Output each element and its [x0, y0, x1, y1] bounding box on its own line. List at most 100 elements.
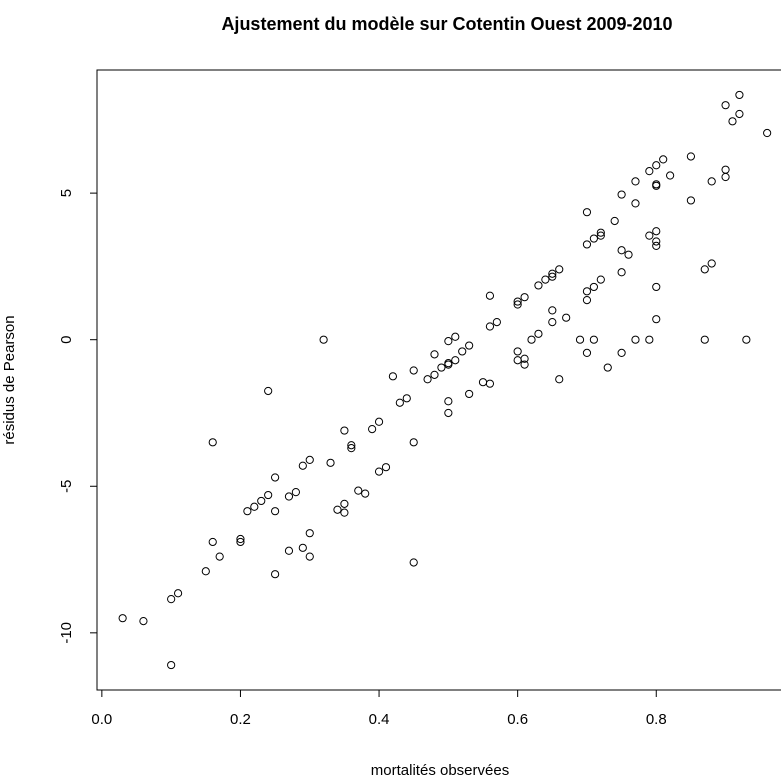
point	[652, 227, 661, 236]
point	[423, 375, 432, 384]
point	[652, 282, 661, 292]
point	[513, 356, 522, 365]
point	[250, 502, 259, 511]
point	[368, 425, 377, 434]
point	[589, 335, 598, 344]
y-tick-label: -10	[58, 622, 75, 644]
point	[347, 441, 356, 450]
point	[645, 167, 654, 176]
point	[582, 296, 592, 305]
point	[284, 546, 294, 555]
point	[617, 268, 626, 277]
point	[485, 379, 495, 388]
point	[271, 507, 280, 516]
point	[305, 552, 314, 561]
point	[409, 558, 418, 567]
point	[354, 486, 363, 495]
point	[340, 499, 349, 508]
plot-box	[96, 69, 781, 691]
point	[548, 306, 557, 315]
point	[735, 109, 744, 119]
point	[139, 617, 148, 626]
point	[215, 552, 224, 561]
point	[652, 315, 661, 324]
point	[700, 335, 709, 344]
point	[617, 348, 626, 357]
point	[326, 458, 335, 467]
point	[548, 272, 557, 281]
point	[347, 444, 356, 453]
point	[485, 322, 495, 331]
point	[444, 360, 453, 369]
point	[562, 313, 571, 322]
point	[548, 318, 557, 327]
point	[624, 250, 633, 259]
point	[243, 507, 252, 516]
point	[451, 356, 460, 365]
point	[305, 529, 314, 538]
point	[596, 275, 605, 284]
y-tick-label: 5	[58, 189, 75, 197]
point	[298, 543, 307, 552]
point	[264, 386, 273, 396]
point	[645, 231, 654, 240]
point	[430, 350, 439, 359]
y-tick-label: 0	[58, 336, 75, 344]
point	[284, 492, 294, 501]
point	[444, 408, 453, 418]
point	[735, 90, 744, 100]
point	[534, 281, 543, 290]
point	[430, 370, 439, 379]
point	[305, 455, 314, 464]
point	[582, 287, 592, 296]
point	[374, 467, 384, 476]
point	[631, 177, 640, 186]
point	[340, 426, 349, 435]
point	[555, 375, 564, 384]
point	[721, 101, 730, 110]
point	[271, 473, 280, 482]
point	[451, 332, 460, 341]
point	[271, 570, 280, 579]
y-axis-label: résidus de Pearson	[1, 315, 18, 444]
point	[118, 614, 127, 623]
point	[548, 269, 557, 278]
point	[361, 489, 370, 498]
point	[728, 117, 737, 126]
point	[298, 461, 307, 470]
point	[465, 341, 474, 350]
point	[617, 190, 626, 199]
point	[589, 282, 598, 292]
chart-title: Ajustement du modèle sur Cotentin Ouest …	[221, 14, 672, 34]
point	[652, 161, 661, 170]
point	[700, 265, 709, 274]
point	[409, 366, 418, 375]
point	[527, 335, 536, 344]
point	[707, 259, 716, 268]
point	[458, 347, 467, 356]
point	[264, 490, 273, 500]
point	[201, 567, 210, 576]
point	[596, 228, 605, 237]
x-tick-label: 0.2	[230, 711, 251, 728]
point	[686, 196, 696, 205]
point	[381, 463, 391, 472]
point	[513, 300, 522, 309]
point	[437, 363, 446, 372]
point	[236, 534, 245, 544]
point	[666, 171, 675, 180]
point	[478, 378, 488, 387]
point	[652, 241, 661, 250]
point	[631, 335, 640, 344]
point	[340, 508, 349, 517]
point	[596, 231, 605, 240]
point	[388, 372, 398, 381]
point	[513, 347, 522, 356]
x-tick-label: 0.8	[646, 711, 667, 728]
point	[721, 165, 730, 174]
point	[534, 329, 543, 338]
point	[319, 335, 328, 344]
point	[631, 199, 640, 208]
point	[444, 397, 453, 406]
